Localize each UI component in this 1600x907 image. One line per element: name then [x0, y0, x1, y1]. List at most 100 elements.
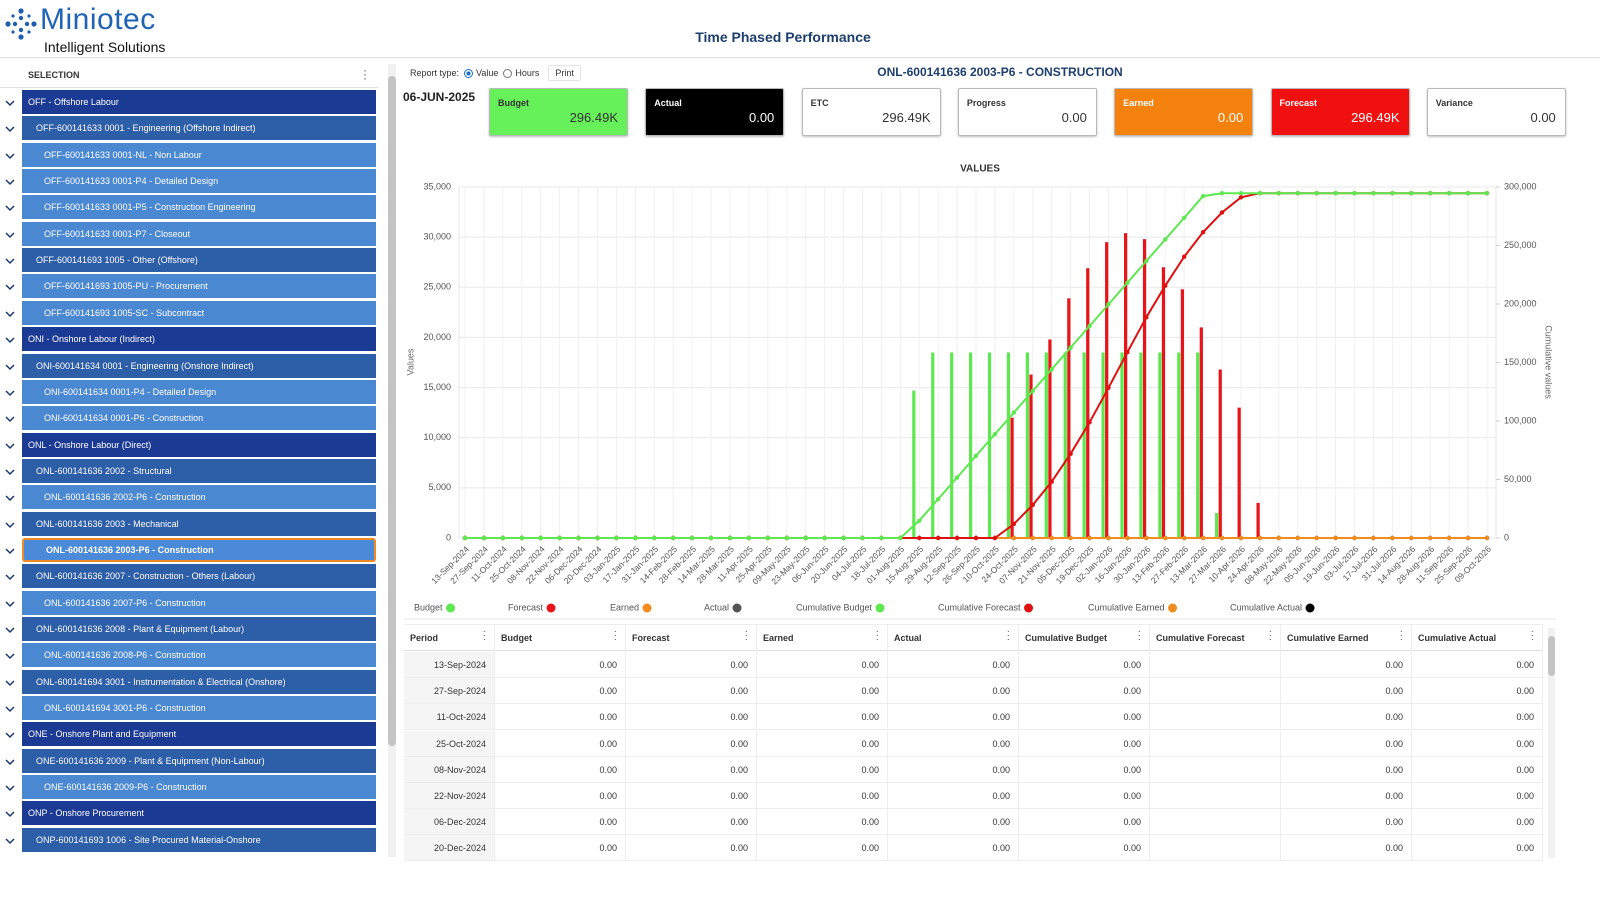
expand-toggle[interactable]: [4, 623, 16, 635]
expand-toggle[interactable]: [4, 360, 16, 372]
tree-item[interactable]: OFF-600141633 0001-P5 - Construction Eng…: [22, 195, 376, 220]
expand-toggle[interactable]: [4, 781, 16, 793]
chevron: [5, 153, 15, 159]
expand-toggle[interactable]: [4, 597, 16, 609]
column-menu[interactable]: · · ·: [1006, 626, 1010, 645]
expand-toggle[interactable]: [4, 649, 16, 661]
line-point: [1314, 535, 1319, 541]
table-cell: 0.00: [626, 652, 757, 677]
expand-toggle[interactable]: [4, 518, 16, 530]
scrollbar-thumb[interactable]: [388, 76, 396, 746]
expand-toggle[interactable]: [4, 439, 16, 451]
radio-label[interactable]: Hours: [515, 68, 540, 78]
table-scrollbar-thumb[interactable]: [1548, 636, 1555, 676]
print-button[interactable]: Print: [548, 65, 581, 81]
expand-toggle[interactable]: [4, 728, 16, 740]
menu-button[interactable]: · · ·: [363, 63, 367, 85]
tree-item[interactable]: ONL-600141636 2007-P6 - Construction: [22, 590, 376, 615]
expand-toggle[interactable]: [4, 122, 16, 134]
tree-item[interactable]: OFF-600141693 1005-PU - Procurement: [22, 274, 376, 299]
cell-text: 0.00: [1123, 817, 1141, 828]
expand-toggle[interactable]: [4, 149, 16, 161]
tree-item[interactable]: ONE - Onshore Plant and Equipment: [22, 722, 376, 747]
column-header[interactable]: Cumulative Forecast · · ·: [1150, 625, 1281, 651]
tree-item[interactable]: ONL-600141636 2002-P6 - Construction: [22, 485, 376, 510]
tree-item[interactable]: ONI - Onshore Labour (Indirect): [22, 327, 376, 352]
expand-toggle[interactable]: [4, 807, 16, 819]
expand-toggle[interactable]: [4, 570, 16, 582]
expand-toggle[interactable]: [4, 702, 16, 714]
bar: [1237, 407, 1241, 538]
expand-toggle[interactable]: [4, 755, 16, 767]
expand-toggle[interactable]: [4, 676, 16, 688]
expand-toggle[interactable]: [4, 307, 16, 319]
expand-toggle[interactable]: [4, 280, 16, 292]
expand-toggle[interactable]: [4, 544, 16, 556]
column-menu[interactable]: · · ·: [1268, 626, 1272, 645]
tree-item[interactable]: ONL - Onshore Labour (Direct): [22, 432, 376, 457]
tree-item[interactable]: ONL-600141694 3001-P6 - Construction: [22, 696, 376, 721]
expand-toggle[interactable]: [4, 228, 16, 240]
column-header[interactable]: Actual · · ·: [888, 625, 1019, 651]
tree-item[interactable]: OFF-600141633 0001-NL - Non Labour: [22, 142, 376, 167]
column-menu[interactable]: · · ·: [1399, 626, 1403, 645]
tree-item[interactable]: OFF-600141633 0001-P4 - Detailed Design: [22, 169, 376, 194]
column-menu[interactable]: · · ·: [482, 626, 486, 645]
tree-item[interactable]: OFF - Offshore Labour: [22, 90, 376, 114]
expand-toggle[interactable]: [4, 96, 16, 108]
line-point: [1219, 535, 1225, 541]
table-cell: 11-Oct-2024: [404, 704, 495, 730]
tree-item[interactable]: ONL-600141636 2008 - Plant & Equipment (…: [22, 617, 376, 641]
tree-item[interactable]: ONP - Onshore Procurement: [22, 801, 376, 826]
expand-toggle[interactable]: [4, 465, 16, 477]
cell-text: 0.00: [599, 817, 617, 828]
tree-item[interactable]: ONE-600141636 2009 - Plant & Equipment (…: [22, 748, 376, 773]
column-title: Cumulative Budget: [1025, 633, 1108, 643]
expand-toggle[interactable]: [4, 254, 16, 266]
expand-toggle[interactable]: [4, 412, 16, 424]
tree-item-selected[interactable]: ONL-600141636 2003-P6 - Construction: [22, 537, 376, 562]
column-header[interactable]: Cumulative Earned · · ·: [1281, 625, 1412, 651]
column-menu[interactable]: · · ·: [875, 626, 879, 645]
tree-item[interactable]: ONI-600141634 0001-P4 - Detailed Design: [22, 379, 376, 404]
column-menu[interactable]: · · ·: [613, 626, 617, 645]
tree-item[interactable]: ONL-600141636 2007 - Construction - Othe…: [22, 564, 376, 589]
tree-item[interactable]: OFF-600141693 1005 - Other (Offshore): [22, 248, 376, 273]
line-point: [1011, 521, 1017, 527]
column-header[interactable]: Earned · · ·: [757, 625, 888, 651]
column-header[interactable]: Cumulative Budget · · ·: [1019, 625, 1150, 651]
chevron-icon: [5, 759, 15, 765]
tree-item[interactable]: ONL-600141636 2003 - Mechanical: [22, 511, 376, 536]
column-header[interactable]: Forecast · · ·: [626, 625, 757, 651]
line-point: [1295, 535, 1300, 541]
expand-toggle[interactable]: [4, 491, 16, 503]
tree-item[interactable]: ONI-600141634 0001 - Engineering (Onshor…: [22, 353, 376, 378]
line-point: [576, 535, 581, 541]
expand-toggle[interactable]: [4, 333, 16, 345]
chevron: [5, 232, 15, 238]
tree-item[interactable]: ONL-600141636 2008-P6 - Construction: [22, 643, 376, 668]
tree-item[interactable]: ONP-600141693 1006 - Site Procured Mater…: [22, 827, 376, 852]
radio-button[interactable]: [464, 68, 474, 78]
radio-label[interactable]: Value: [476, 68, 499, 78]
tree-item[interactable]: OFF-600141693 1005-SC - Subcontract: [22, 300, 376, 325]
column-header[interactable]: Cumulative Actual · · ·: [1412, 625, 1543, 651]
column-header[interactable]: Budget · · ·: [495, 625, 626, 651]
tree-item[interactable]: ONL-600141694 3001 - Instrumentation & E…: [22, 669, 376, 694]
line-point: [1371, 535, 1376, 541]
column-menu[interactable]: · · ·: [1530, 626, 1534, 645]
expand-toggle[interactable]: [4, 201, 16, 213]
tree-item[interactable]: ONI-600141634 0001-P6 - Construction: [22, 406, 376, 431]
table-cell: [1150, 652, 1281, 677]
expand-toggle[interactable]: [4, 175, 16, 187]
radio-button[interactable]: [503, 68, 513, 78]
tree-item[interactable]: ONL-600141636 2002 - Structural: [22, 458, 376, 483]
column-menu[interactable]: · · ·: [744, 626, 748, 645]
expand-toggle[interactable]: [4, 834, 16, 846]
tree-item[interactable]: OFF-600141633 0001 - Engineering (Offsho…: [22, 116, 376, 141]
column-menu[interactable]: · · ·: [1137, 626, 1141, 645]
tree-item[interactable]: OFF-600141633 0001-P7 - Closeout: [22, 221, 376, 246]
column-header[interactable]: Period · · ·: [404, 625, 495, 651]
expand-toggle[interactable]: [4, 386, 16, 398]
tree-item[interactable]: ONE-600141636 2009-P6 - Construction: [22, 775, 376, 800]
